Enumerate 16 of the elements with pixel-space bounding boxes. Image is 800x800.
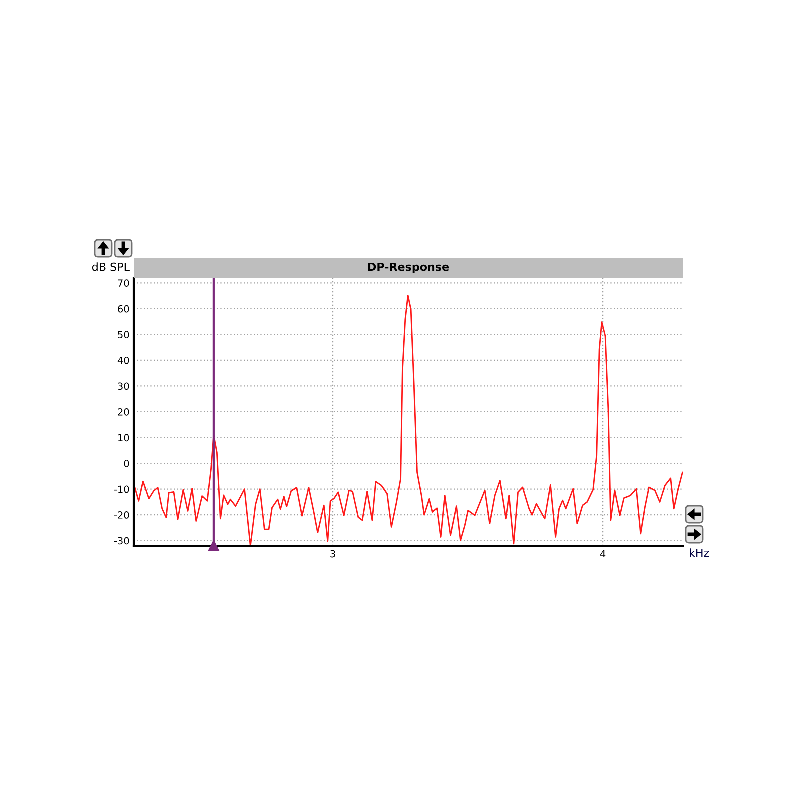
y-tick-label: 50 [118, 331, 130, 339]
y-tick-label: 70 [118, 280, 130, 287]
x-tick-label: 3 [330, 550, 336, 558]
x-axis-title: kHz [690, 548, 710, 558]
y-tick-label: -30 [114, 537, 130, 545]
y-tick-label: 40 [118, 356, 130, 364]
y-tick-label: 0 [124, 460, 130, 468]
y-tick-label: 10 [118, 434, 130, 442]
y-tick-label: 60 [118, 305, 130, 313]
chart-title: DP-Response [368, 262, 450, 274]
y-tick-label: 20 [118, 408, 130, 416]
y-tick-label: 30 [118, 382, 130, 390]
y-axis-title: dB SPL [92, 262, 130, 272]
y-tick-label: -10 [114, 486, 130, 494]
x-tick-label: 4 [600, 550, 606, 558]
y-tick-label: -20 [114, 512, 130, 519]
